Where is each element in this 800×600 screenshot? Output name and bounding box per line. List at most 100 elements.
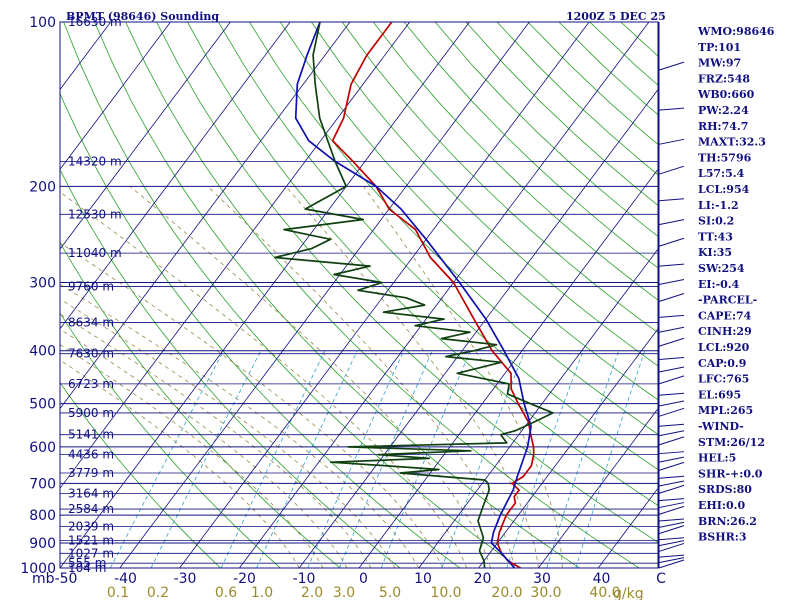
dry-adiabat [94, 22, 580, 568]
mixing-ratio-label: 0.6 [215, 585, 237, 600]
height-label: 8634 m [68, 315, 114, 329]
pressure-tick-label: 200 [29, 179, 56, 195]
index-item: TH:5796 [698, 151, 752, 164]
wind-barb [658, 475, 685, 479]
temperature-tick-label: -40 [114, 571, 137, 587]
temperature-tick-label: -30 [174, 571, 197, 587]
index-item: SW:254 [698, 262, 745, 275]
index-item: WB0:660 [697, 88, 755, 101]
isotherm [60, 22, 171, 170]
moist-adiabat [207, 186, 515, 568]
isotherm [60, 22, 291, 330]
height-label: 9760 m [68, 279, 114, 293]
mixing-ratio-line [256, 350, 358, 568]
height-label: 5900 m [68, 406, 114, 420]
index-item: FRZ:548 [698, 72, 750, 85]
mixing-ratio-line [220, 350, 326, 568]
isotherm [418, 248, 658, 568]
dry-adiabat [310, 22, 658, 367]
mixing-ratio-line [506, 350, 584, 568]
wind-barb [658, 400, 685, 407]
wind-barb [658, 451, 685, 455]
dry-adiabat [527, 22, 658, 145]
height-label: 4436 m [68, 448, 114, 462]
index-item: PW:2.24 [698, 104, 749, 117]
pressure-tick-label: 900 [29, 536, 56, 552]
wind-barb [658, 521, 685, 528]
moist-adiabat [60, 242, 444, 568]
dry-adiabat [125, 22, 640, 568]
index-item: LCL:954 [698, 183, 750, 196]
height-label: 7630 m [68, 347, 114, 361]
isotherm [298, 88, 658, 568]
dry-adiabat [60, 92, 461, 568]
dry-adiabat [63, 22, 520, 568]
dry-adiabat [218, 22, 658, 471]
mixing-ratio-label: 0.2 [147, 585, 169, 600]
wind-barb [658, 498, 685, 502]
index-item: SHR-+:0.0 [698, 467, 763, 480]
index-item: WMO:98646 [697, 25, 775, 38]
index-item: STM:26/12 [698, 436, 765, 449]
height-label: 3779 m [68, 466, 114, 480]
index-item: CAPE:74 [698, 309, 752, 322]
temperature-tick-label: 30 [533, 571, 551, 587]
index-item: HEL:5 [698, 452, 736, 465]
temperature-tick-label: 20 [474, 571, 492, 587]
valid-time: 1200Z 5 DEC 25 [566, 10, 666, 23]
mixing-ratio-label: 1.0 [251, 585, 273, 600]
mixing-ratio-label: 5.0 [379, 585, 401, 600]
pressure-tick-label: 400 [29, 344, 56, 360]
index-item: MAXT:32.3 [698, 136, 766, 149]
chart-title: BPMT (98646) Sounding [66, 10, 219, 23]
wind-barb [658, 480, 685, 487]
moist-adiabat [60, 283, 420, 568]
pressure-tick-label: 100 [29, 15, 56, 31]
wind-barb [658, 436, 685, 446]
wind-barb [658, 484, 685, 494]
isotherm [60, 22, 351, 410]
index-item: TP:101 [698, 41, 741, 54]
wind-barb [658, 430, 685, 437]
index-item: CAP:0.9 [698, 357, 746, 370]
wind-barb [658, 366, 685, 373]
isotherm [358, 168, 658, 568]
index-item: EHI:0.0 [698, 499, 745, 512]
wind-barb [658, 326, 685, 333]
mixing-ratio-label: 3.0 [333, 585, 355, 600]
wind-barb [658, 61, 685, 71]
index-item: SI:0.2 [698, 215, 734, 228]
wind-barb [658, 375, 685, 385]
dry-adiabat [341, 22, 658, 334]
height-label: 6723 m [68, 377, 114, 391]
index-item: LI:-1.2 [698, 199, 739, 212]
temperature-tick-label: 0 [359, 571, 368, 587]
wind-barb [658, 314, 685, 318]
index-item: L57:5.4 [698, 167, 745, 180]
mixing-ratio-label: 2.0 [301, 585, 323, 600]
height-label: 5141 m [68, 428, 114, 442]
index-item: MW:97 [698, 57, 741, 70]
mixing-ratio-label: 0.1 [107, 585, 129, 600]
height-label: 3164 m [68, 486, 114, 500]
wind-barb [658, 542, 685, 552]
dry-adiabat [372, 22, 658, 301]
mixing-ratio-label: 20.0 [491, 585, 522, 600]
wind-barb [658, 540, 685, 547]
wind-barb [658, 502, 685, 509]
index-item: TT:43 [698, 230, 733, 243]
index-item: BRN:26.2 [698, 515, 757, 528]
height-label: 12530 m [68, 207, 122, 221]
wind-barb [658, 237, 685, 247]
isotherm [239, 22, 650, 568]
isotherm [119, 22, 530, 568]
dry-adiabat [279, 22, 658, 401]
height-label: 11040 m [68, 246, 122, 260]
isotherm [60, 22, 231, 250]
index-item: EL:695 [698, 388, 741, 401]
wind-barb [658, 107, 685, 111]
dewpoint-line [274, 22, 554, 568]
isotherm [538, 407, 658, 568]
wind-barb [658, 263, 685, 267]
dry-adiabat [60, 381, 221, 568]
